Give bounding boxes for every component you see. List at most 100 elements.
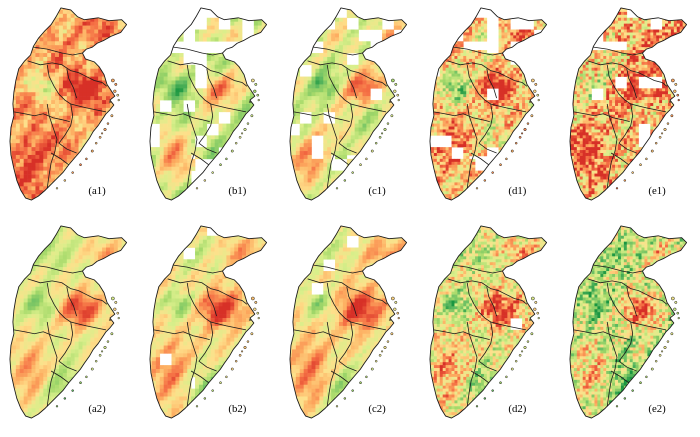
raster-cell [125, 174, 127, 179]
raster-cell [74, 174, 79, 179]
raster-cell [106, 139, 111, 144]
raster-cell [11, 198, 17, 201]
raster-cell [35, 84, 40, 89]
raster-cell [163, 127, 168, 132]
raster-cell [234, 88, 239, 93]
raster-cell [125, 123, 127, 128]
raster-cell [358, 72, 363, 77]
raster-cell [94, 25, 99, 30]
raster-cell [516, 88, 520, 92]
raster-cell [152, 202, 156, 206]
raster-cell [35, 131, 40, 136]
raster-cell [9, 9, 13, 15]
raster-cell [536, 85, 541, 89]
raster-cell [386, 151, 391, 156]
raster-cell [362, 107, 367, 113]
raster-cell [354, 72, 359, 77]
raster-cell [171, 21, 176, 26]
raster-cell [94, 56, 99, 62]
raster-cell [335, 80, 340, 85]
raster-cell [207, 202, 211, 206]
raster-cell [19, 68, 24, 73]
raster-cell [15, 60, 21, 66]
raster-cell [522, 97, 526, 101]
raster-cell [113, 178, 119, 183]
raster-cell [23, 194, 28, 199]
raster-cell [51, 96, 56, 101]
raster-cell [445, 85, 449, 89]
raster-cell [66, 139, 72, 144]
raster-cell [386, 190, 391, 195]
raster-cell [253, 107, 259, 113]
raster-cell [378, 84, 383, 89]
raster-cell [501, 20, 505, 24]
raster-cell [191, 84, 196, 89]
raster-cell [102, 96, 107, 101]
raster-cell [39, 182, 44, 187]
raster-cell [109, 135, 115, 140]
raster-cell [327, 72, 332, 77]
raster-cell [460, 73, 464, 77]
raster-cell [370, 80, 375, 85]
raster-cell [70, 88, 75, 93]
raster-cell [327, 166, 332, 171]
raster-cell [510, 73, 514, 77]
raster-cell [430, 20, 435, 24]
raster-cell [374, 53, 379, 58]
raster-cell [98, 104, 103, 109]
raster-cell [230, 84, 235, 89]
raster-cell [121, 13, 126, 19]
raster-cell [62, 147, 68, 152]
raster-cell [151, 190, 157, 195]
raster-cell [167, 29, 172, 34]
raster-cell [78, 143, 83, 148]
raster-cell [155, 194, 161, 199]
raster-cell [171, 143, 176, 148]
raster-cell [78, 49, 83, 54]
raster-cell [315, 88, 320, 93]
raster-cell [109, 166, 115, 171]
raster-cell [70, 100, 75, 105]
raster-cell [222, 29, 227, 34]
raster-cell [31, 25, 36, 30]
raster-cell [106, 147, 111, 152]
raster-cell [472, 88, 476, 92]
raster-cell [436, 17, 441, 21]
raster-cell [226, 76, 231, 81]
raster-cell [495, 76, 499, 80]
raster-cell [238, 37, 243, 42]
raster-cell [11, 182, 17, 187]
raster-cell [469, 85, 473, 89]
raster-cell [58, 72, 64, 77]
raster-cell [15, 178, 21, 183]
raster-cell [489, 64, 493, 69]
raster-cell [442, 100, 446, 104]
raster-cell [382, 88, 387, 93]
raster-cell [155, 72, 161, 77]
raster-cell [295, 96, 301, 101]
raster-cell [195, 88, 200, 93]
raster-cell [299, 53, 304, 58]
raster-cell [175, 174, 180, 179]
raster-cell [125, 158, 127, 164]
raster-cell [533, 85, 538, 89]
raster-cell [179, 151, 184, 156]
raster-cell [519, 88, 523, 92]
raster-cell [230, 115, 235, 120]
raster-cell [31, 178, 36, 183]
raster-cell [397, 115, 402, 120]
raster-cell [299, 131, 304, 136]
raster-cell [66, 186, 72, 191]
raster-cell [121, 72, 126, 77]
raster-cell [171, 131, 176, 136]
raster-cell [9, 53, 13, 58]
raster-cell [442, 17, 446, 21]
raster-cell [70, 151, 75, 156]
raster-cell [354, 162, 359, 168]
raster-cell [315, 131, 320, 136]
raster-cell [382, 64, 387, 70]
raster-cell [23, 96, 28, 101]
raster-cell [106, 25, 111, 30]
raster-cell [386, 104, 391, 109]
raster-cell [90, 21, 95, 26]
